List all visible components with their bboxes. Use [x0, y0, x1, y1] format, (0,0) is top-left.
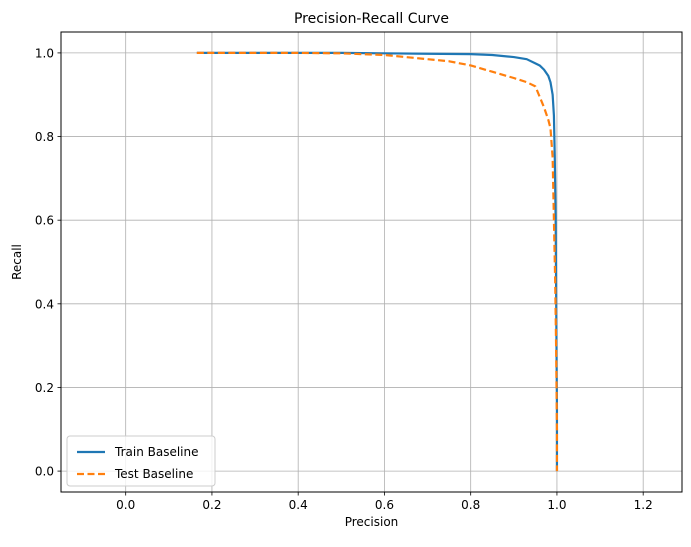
chart-title: Precision-Recall Curve [294, 11, 449, 27]
series-lines [196, 51, 559, 472]
series-line-train-baseline [196, 51, 559, 472]
legend: Train Baseline Test Baseline [66, 435, 216, 487]
y-tick-label-0-6: 0.6 [35, 214, 54, 228]
plot-area [61, 32, 682, 492]
y-axis-ticks: 0.0 0.2 0.4 0.6 0.8 1.0 [35, 46, 61, 479]
x-tick-label-0-6: 0.6 [375, 498, 394, 512]
x-tick-label-0-4: 0.4 [289, 498, 308, 512]
legend-label-train-baseline: Train Baseline [114, 445, 198, 459]
y-axis-label: Recall [10, 244, 24, 280]
series-line-test-baseline [196, 51, 559, 472]
x-tick-label-1-0: 1.0 [547, 498, 566, 512]
y-tick-label-0-2: 0.2 [35, 381, 54, 395]
x-tick-label-0-2: 0.2 [202, 498, 221, 512]
y-tick-label-0-0: 0.0 [35, 465, 54, 479]
x-axis-ticks: 0.0 0.2 0.4 0.6 0.8 1.0 1.2 [116, 492, 653, 512]
y-tick-label-0-4: 0.4 [35, 297, 54, 311]
y-tick-label-1-0: 1.0 [35, 46, 54, 60]
x-axis-label: Precision [345, 515, 399, 529]
y-tick-label-0-8: 0.8 [35, 130, 54, 144]
plot-frame [60, 31, 683, 493]
x-tick-label-1-2: 1.2 [634, 498, 653, 512]
x-tick-label-0-0: 0.0 [116, 498, 135, 512]
x-tick-label-0-8: 0.8 [461, 498, 480, 512]
legend-label-test-baseline: Test Baseline [114, 467, 193, 481]
